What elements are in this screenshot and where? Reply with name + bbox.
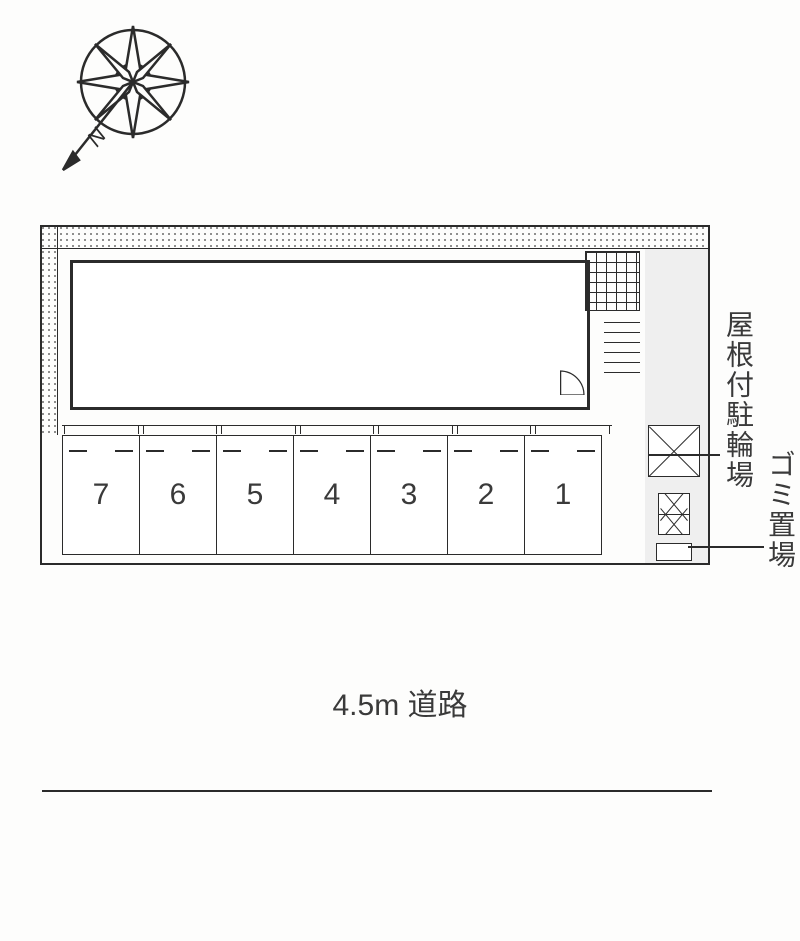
parking-spot: 2	[447, 435, 524, 555]
road-edge-line	[42, 790, 712, 792]
parking-row: 7 6 5 4 3 2 1	[62, 435, 602, 555]
site-plan: 7 6 5 4 3 2 1	[40, 225, 710, 565]
compass-icon: N	[45, 10, 205, 200]
bicycle-parking-box	[648, 425, 700, 477]
bicycle-lead-line	[648, 454, 720, 456]
trash-area-label: ゴミ置場	[760, 450, 800, 570]
site-plan-canvas: N 7 6 5 4 3 2 1	[0, 0, 800, 941]
road-label: 4.5m 道路	[0, 680, 800, 724]
utility-box	[658, 493, 690, 535]
parking-spot: 1	[524, 435, 602, 555]
stairs-icon	[585, 251, 640, 311]
trash-area-box	[656, 543, 692, 561]
parking-spot: 4	[293, 435, 370, 555]
parking-curb	[62, 425, 612, 435]
trash-lead-line	[688, 546, 764, 548]
parking-spot: 7	[62, 435, 139, 555]
bicycle-parking-label: 屋根付駐輪場	[718, 310, 758, 490]
parking-spot: 6	[139, 435, 216, 555]
parking-spot: 5	[216, 435, 293, 555]
entry-steps	[604, 313, 640, 393]
building-outline	[70, 260, 590, 410]
door-swing-icon	[560, 365, 590, 395]
parking-spot: 3	[370, 435, 447, 555]
